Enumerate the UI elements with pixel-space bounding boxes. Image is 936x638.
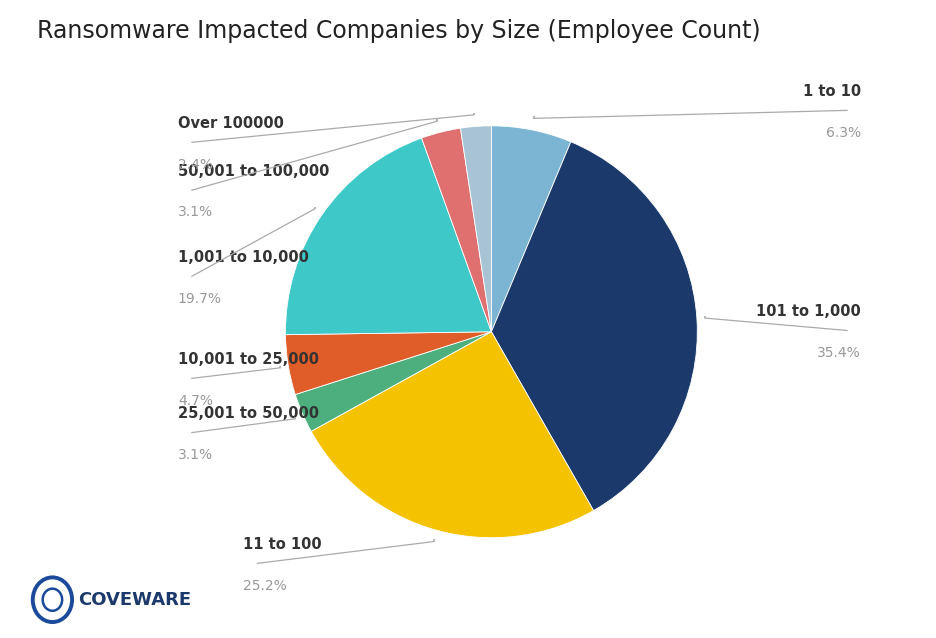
Text: •: •: [435, 118, 440, 124]
Wedge shape: [285, 138, 491, 335]
Text: •: •: [432, 538, 436, 544]
Text: •: •: [703, 315, 707, 321]
Text: 6.3%: 6.3%: [826, 126, 861, 140]
Wedge shape: [491, 126, 571, 332]
Text: 25.2%: 25.2%: [243, 579, 287, 593]
Text: 11 to 100: 11 to 100: [243, 537, 322, 552]
Wedge shape: [491, 142, 697, 510]
Text: Over 100000: Over 100000: [178, 115, 284, 131]
Text: 4.7%: 4.7%: [178, 394, 212, 408]
Text: •: •: [293, 416, 297, 422]
Text: •: •: [278, 365, 283, 371]
Text: •: •: [532, 115, 535, 121]
Text: 25,001 to 50,000: 25,001 to 50,000: [178, 406, 319, 421]
Text: 19.7%: 19.7%: [178, 292, 222, 306]
Wedge shape: [311, 332, 593, 538]
Text: 50,001 to 100,000: 50,001 to 100,000: [178, 163, 329, 179]
Text: 1 to 10: 1 to 10: [803, 84, 861, 99]
Text: 3.1%: 3.1%: [178, 205, 213, 219]
Text: Ransomware Impacted Companies by Size (Employee Count): Ransomware Impacted Companies by Size (E…: [37, 19, 761, 43]
Text: 10,001 to 25,000: 10,001 to 25,000: [178, 352, 319, 367]
Text: 101 to 1,000: 101 to 1,000: [756, 304, 861, 319]
Text: •: •: [313, 206, 316, 212]
Text: 2.4%: 2.4%: [178, 158, 212, 172]
Text: 3.1%: 3.1%: [178, 448, 213, 462]
Wedge shape: [295, 332, 491, 431]
Text: COVEWARE: COVEWARE: [79, 591, 192, 609]
Text: •: •: [472, 112, 475, 118]
Wedge shape: [461, 126, 491, 332]
Text: 1,001 to 10,000: 1,001 to 10,000: [178, 249, 309, 265]
Text: 35.4%: 35.4%: [817, 346, 861, 360]
Wedge shape: [421, 128, 491, 332]
Wedge shape: [285, 332, 491, 394]
